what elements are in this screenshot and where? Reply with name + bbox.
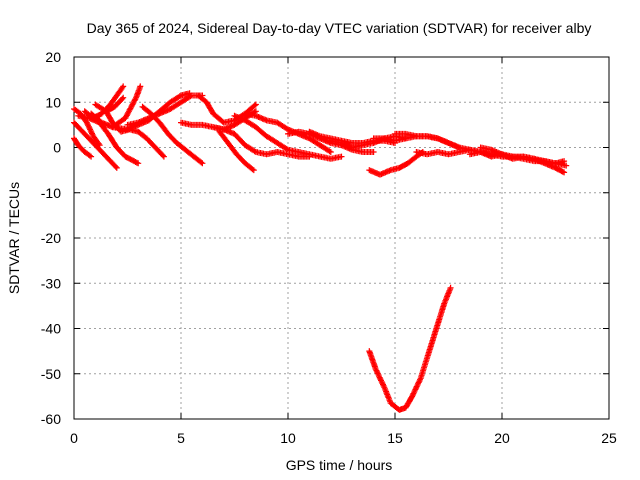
- series-markers: [366, 284, 454, 413]
- series-markers: [195, 92, 259, 126]
- series-markers: [477, 144, 568, 176]
- series-track-26: [477, 144, 568, 176]
- series-markers: [139, 103, 206, 167]
- series-track-13: [195, 92, 259, 126]
- series-track-11: [139, 103, 206, 167]
- series-markers: [210, 124, 313, 160]
- series-markers: [366, 149, 426, 178]
- y-tick-label: -30: [41, 275, 61, 291]
- y-tick-label: -10: [41, 185, 61, 201]
- y-tick-label: -50: [41, 366, 61, 382]
- series-track-15: [216, 128, 257, 174]
- y-tick-label: -20: [41, 230, 61, 246]
- series-track-02: [71, 119, 120, 171]
- x-tick-label: 25: [601, 430, 617, 446]
- x-tick-label: 10: [280, 430, 296, 446]
- series-markers: [71, 119, 120, 171]
- series-markers: [216, 128, 257, 174]
- y-tick-label: 20: [45, 49, 61, 65]
- axis-ticks: [73, 56, 610, 420]
- grid-lines: [74, 57, 609, 419]
- y-axis-label: SDTVAR / TECUs: [6, 182, 22, 294]
- x-tick-label: 20: [494, 430, 510, 446]
- x-tick-label: 5: [177, 430, 185, 446]
- y-tick-label: 10: [45, 94, 61, 110]
- y-tick-labels: -60 -50 -40 -30 -20 -10 0 10 20: [41, 49, 61, 427]
- series-track-16: [231, 112, 345, 162]
- data-series: [71, 83, 570, 413]
- x-tick-label: 0: [70, 430, 78, 446]
- series-track-04: [75, 112, 142, 167]
- y-tick-label: -60: [41, 411, 61, 427]
- series-markers: [75, 112, 142, 167]
- series-track-14: [210, 124, 313, 160]
- x-tick-labels: 0 5 10 15 20 25: [70, 430, 617, 446]
- x-tick-label: 15: [387, 430, 403, 446]
- series-track-27: [366, 284, 454, 413]
- y-tick-label: -40: [41, 321, 61, 337]
- series-markers: [231, 112, 345, 162]
- chart-title: Day 365 of 2024, Sidereal Day-to-day VTE…: [87, 20, 592, 36]
- y-tick-label: 0: [53, 140, 61, 156]
- series-track-03: [71, 135, 95, 160]
- series-track-23: [366, 149, 426, 178]
- x-axis-label: GPS time / hours: [286, 457, 393, 473]
- series-markers: [71, 135, 95, 160]
